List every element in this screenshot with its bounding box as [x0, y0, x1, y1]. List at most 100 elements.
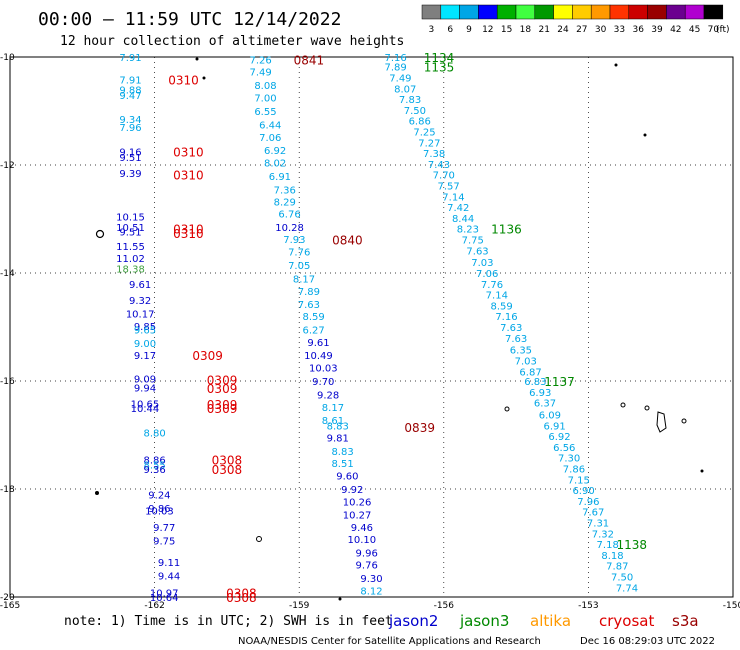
- y-tick-label: -20: [0, 593, 15, 603]
- island-shape: [614, 63, 618, 67]
- island-shape: [195, 57, 199, 61]
- y-tick-label: -10: [0, 53, 15, 63]
- x-tick-label: -159: [289, 601, 310, 611]
- island-shape: [95, 229, 105, 239]
- colorbar-label: 9: [466, 25, 472, 35]
- pass-time-label: 1138: [617, 538, 648, 552]
- swh-label: 9.94: [134, 383, 156, 394]
- swh-label: 7.43: [428, 160, 450, 171]
- swh-label: 9.51: [119, 227, 141, 238]
- swh-label: 7.76: [481, 280, 503, 291]
- swh-label: 6.91: [269, 172, 291, 183]
- swh-label: 9.60: [336, 472, 358, 483]
- swh-label: 9.77: [153, 523, 175, 534]
- pass-time-label: 0310: [168, 74, 199, 88]
- swh-label: 9.96: [356, 549, 378, 560]
- swh-label: 6.86: [409, 117, 431, 128]
- colorbar-label: 12: [482, 25, 493, 35]
- swh-label: 7.76: [288, 247, 310, 258]
- swh-label: 9.47: [119, 91, 141, 102]
- colorbar-swatch: [703, 4, 724, 20]
- legend-s3a: s3a: [672, 612, 699, 630]
- swh-label: 9.92: [341, 485, 363, 496]
- swh-label: 8.86: [143, 455, 165, 466]
- swh-label: 8.83: [327, 421, 349, 432]
- swh-label: 7.91: [119, 53, 141, 64]
- colorbar-swatch: [572, 4, 592, 20]
- swh-label: 10.51: [116, 223, 145, 234]
- swh-label: 9.24: [148, 490, 170, 501]
- pass-time-labels: 0310031003100310031003090309030903090309…: [168, 51, 647, 605]
- island-shape: [644, 405, 650, 411]
- colorbar-swatch: [496, 4, 517, 20]
- swh-label: 7.63: [466, 246, 488, 257]
- island-shape: [643, 133, 647, 137]
- swh-label: 9.32: [129, 296, 151, 307]
- pass-time-label: 0308: [212, 453, 243, 467]
- swh-label: 7.06: [476, 269, 498, 280]
- swh-label: 6.92: [548, 432, 570, 443]
- swh-label: 8.83: [331, 447, 353, 458]
- swh-label: 10.65: [131, 400, 160, 411]
- pass-time-label: 0309: [207, 373, 238, 387]
- y-tick-label: -14: [0, 269, 15, 279]
- swh-label: 7.38: [423, 149, 445, 160]
- y-tick-label: -16: [0, 377, 15, 387]
- swh-label: 7.63: [500, 323, 522, 334]
- swh-label: 9.17: [134, 351, 156, 362]
- colorbar-swatch: [628, 4, 648, 20]
- swh-label: 10.15: [116, 212, 145, 223]
- swh-label: 7.00: [254, 94, 276, 105]
- colorbar-label: 33: [614, 25, 625, 35]
- x-tick-label: -153: [578, 601, 598, 611]
- swh-label: 10.49: [304, 351, 333, 362]
- x-tick-label: -150: [723, 601, 740, 611]
- colorbar-label: 18: [520, 25, 532, 35]
- swh-label: 7.74: [616, 583, 638, 594]
- pass-time-label: 0310: [173, 227, 204, 241]
- x-tick-label: -162: [144, 601, 164, 611]
- colorbar-swatch: [609, 4, 630, 20]
- y-tick-label: -12: [0, 161, 15, 171]
- pass-time-label: 0310: [173, 146, 204, 160]
- legend-jason2: jason2: [388, 612, 438, 630]
- swh-label: 6.83: [524, 377, 546, 388]
- island-shape: [700, 469, 704, 473]
- swh-label: 7.06: [259, 133, 281, 144]
- note-text: note: 1) Time is in UTC; 2) SWH is in fe…: [64, 614, 393, 629]
- swh-label: 18.38: [116, 265, 145, 276]
- swh-label: 7.89: [298, 287, 320, 298]
- colorbar-label: 30: [595, 25, 607, 35]
- swh-label: 6.90: [572, 486, 594, 497]
- swh-label: 6.93: [529, 388, 551, 399]
- swh-label: 7.75: [462, 236, 484, 247]
- map-grid: [10, 57, 733, 597]
- pass-time-label: 0308: [212, 463, 243, 477]
- colorbar-swatch: [478, 4, 498, 20]
- swh-label: 9.28: [317, 391, 339, 402]
- swh-label: 7.63: [298, 300, 320, 311]
- island-shape: [620, 402, 626, 408]
- swh-label: 10.26: [343, 497, 372, 508]
- swh-label: 6.91: [544, 421, 566, 432]
- swh-label: 8.23: [457, 225, 479, 236]
- colorbar-label: 36: [632, 25, 644, 35]
- island-outlines: [95, 57, 704, 601]
- swh-label: 7.49: [389, 74, 411, 85]
- swh-label: 10.10: [348, 535, 377, 546]
- swh-label: 9.39: [119, 169, 141, 180]
- swh-label: 10.28: [275, 223, 304, 234]
- swh-label: 7.93: [283, 235, 305, 246]
- swh-label: 7.91: [119, 76, 141, 87]
- swh-label: 7.70: [433, 171, 455, 182]
- swh-label: 8.59: [303, 312, 325, 323]
- swh-label: 6.56: [553, 443, 575, 454]
- pass-time-label: 0310: [173, 169, 204, 183]
- colorbar-swatch: [440, 4, 460, 20]
- swh-label: 8.29: [274, 198, 296, 209]
- swh-label: 8.59: [491, 301, 513, 312]
- swh-label: 8.61: [322, 416, 344, 427]
- swh-label: 7.27: [418, 138, 440, 149]
- swh-label: 6.27: [303, 326, 325, 337]
- swh-label: 9.61: [307, 338, 329, 349]
